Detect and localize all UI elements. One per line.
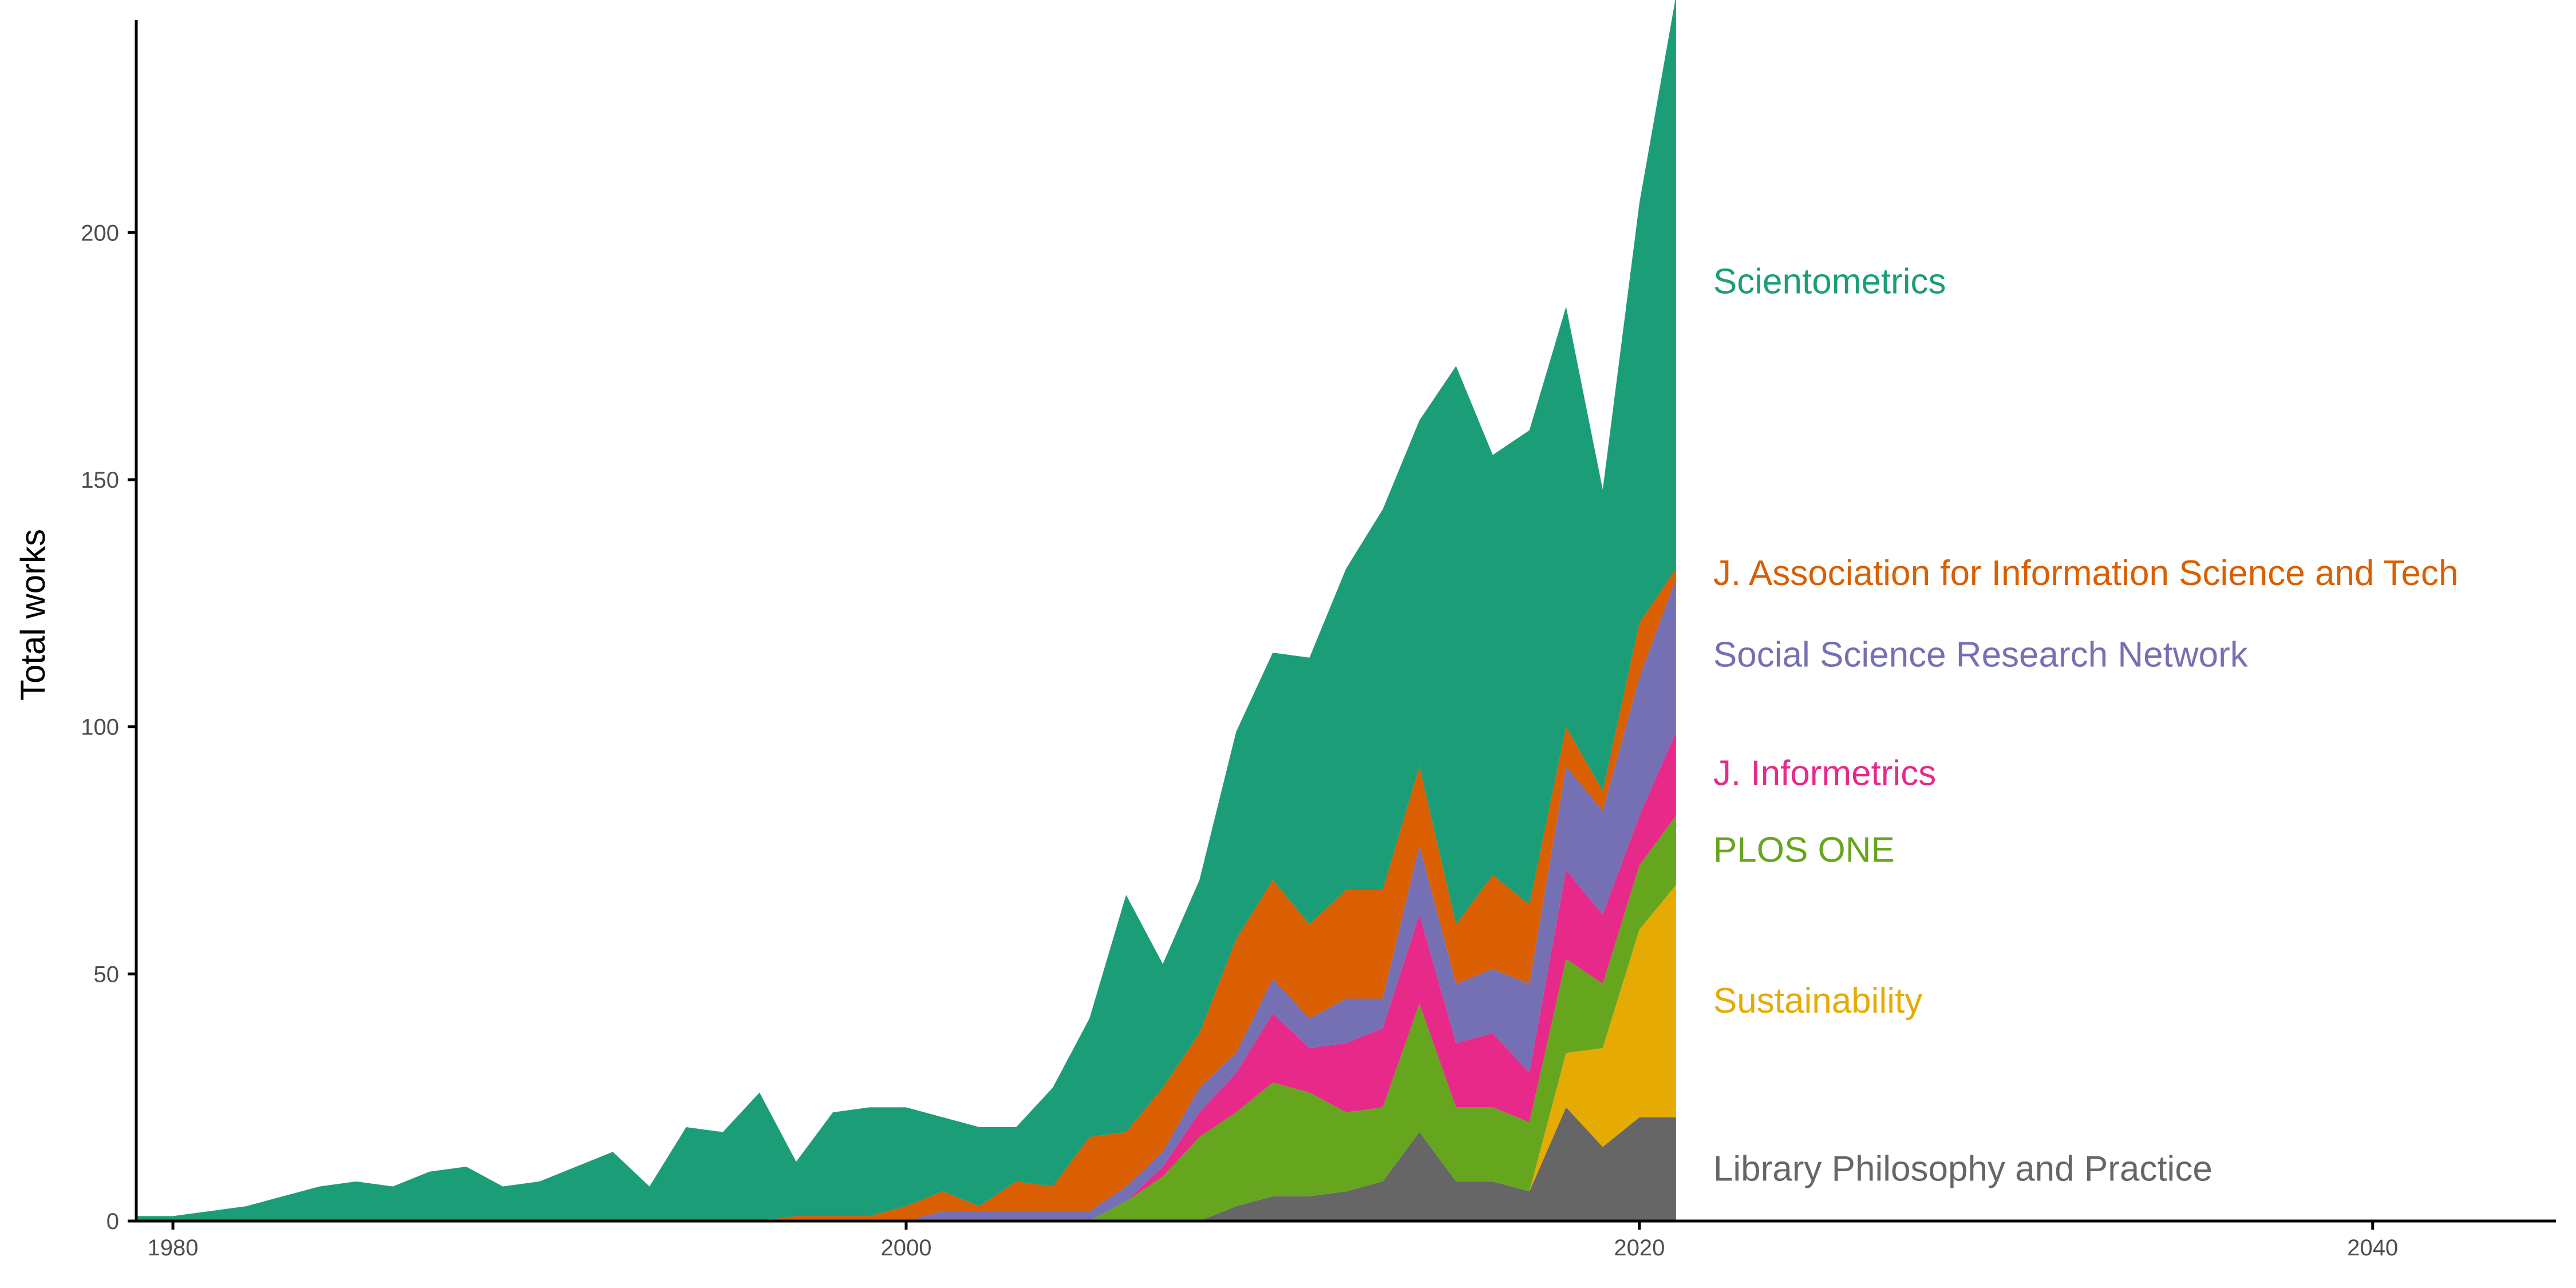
area-library-philosophy-and-practice [136,1107,1676,1221]
y-tick-label: 50 [94,962,120,987]
area-scientometrics [136,0,1676,1221]
series-label: Scientometrics [1713,262,1946,302]
y-tick-label: 200 [81,220,119,246]
x-tick-label: 2000 [880,1235,931,1261]
x-tick-label: 2020 [1614,1235,1665,1261]
y-axis-title: Total works [14,529,52,701]
series-label: J. Association for Information Science a… [1713,554,2459,593]
area-j-association-for-information-science-and-tech [136,568,1676,1221]
y-tick-label: 100 [81,715,119,740]
series-labels: Library Philosophy and Practice Sustainab… [1713,262,2459,1189]
series-label: Sustainability [1713,981,1922,1021]
area-series-group [136,0,1676,1221]
x-tick-label: 2040 [2347,1235,2398,1261]
y-tick-label: 0 [106,1209,119,1234]
series-label: Library Philosophy and Practice [1713,1149,2212,1188]
x-axis-ticks: 1980 2000 2020 2040 [148,1221,2398,1261]
area-plos-one [136,816,1676,1221]
series-label: Social Science Research Network [1713,635,2249,674]
x-tick-label: 1980 [148,1235,199,1261]
y-tick-label: 150 [81,468,119,493]
y-axis-ticks: 0 50 100 150 200 [81,220,136,1234]
series-label: PLOS ONE [1713,830,1895,870]
series-label: J. Informetrics [1713,754,1936,793]
